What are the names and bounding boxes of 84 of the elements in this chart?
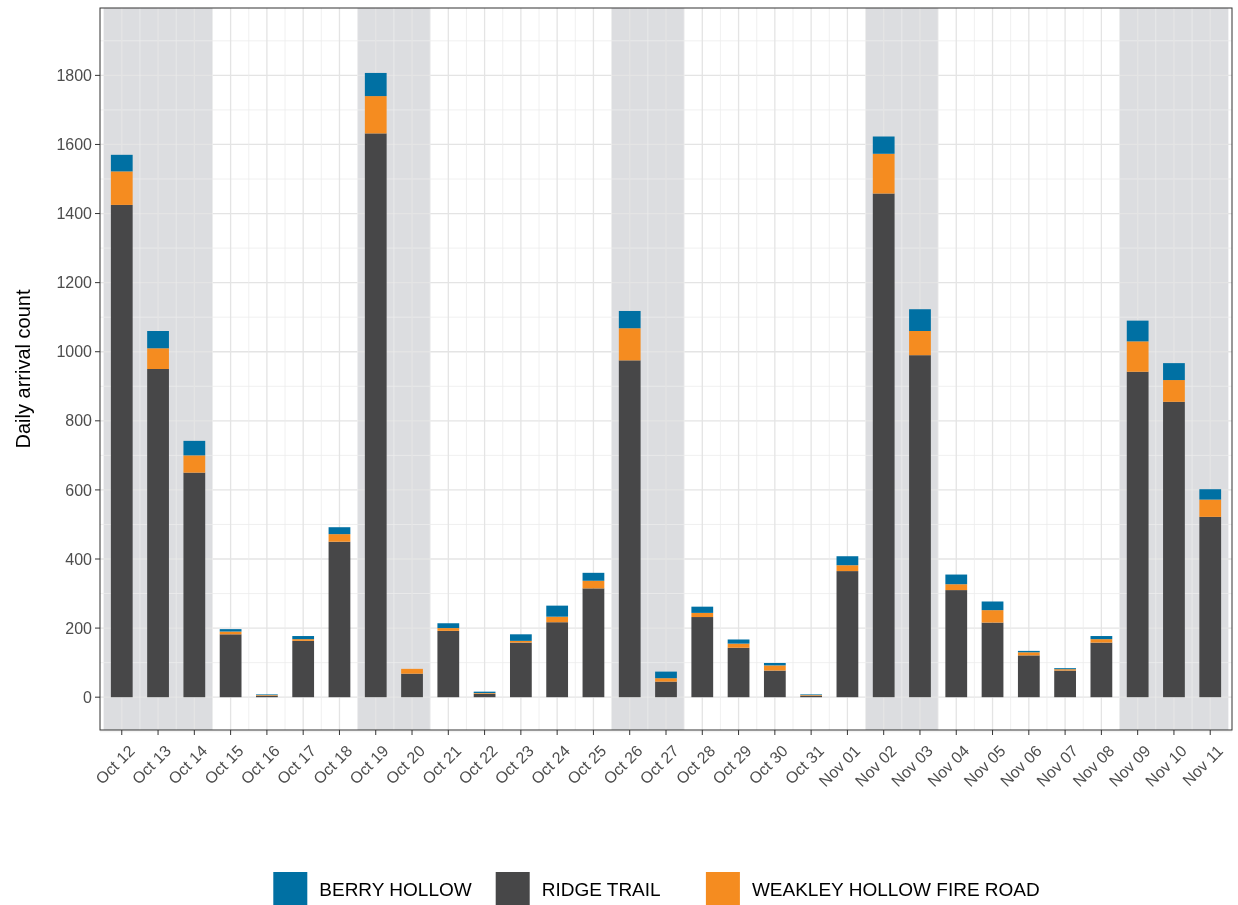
bar xyxy=(727,639,750,644)
bar xyxy=(183,455,206,473)
y-tick-label: 1000 xyxy=(56,343,93,361)
bar xyxy=(292,640,315,698)
bar xyxy=(110,204,133,698)
bar xyxy=(618,310,641,329)
bar xyxy=(1163,380,1185,402)
bar xyxy=(763,670,786,698)
bar xyxy=(981,622,1004,698)
bar xyxy=(328,541,351,698)
bar xyxy=(1199,489,1222,500)
bar xyxy=(437,630,460,698)
y-tick-label: 800 xyxy=(65,412,93,430)
bar xyxy=(147,348,169,369)
bar xyxy=(546,622,569,698)
bar xyxy=(364,133,387,698)
bar xyxy=(655,678,677,682)
bar xyxy=(836,571,859,698)
bar xyxy=(437,623,460,629)
bar xyxy=(727,647,750,698)
bar xyxy=(655,681,677,698)
bar xyxy=(1017,655,1040,698)
bar xyxy=(872,193,895,698)
bar xyxy=(437,628,460,631)
bar xyxy=(763,665,786,671)
y-axis-title: Daily arrival count xyxy=(12,289,34,449)
bar xyxy=(909,331,931,356)
bar xyxy=(1199,516,1222,698)
bar xyxy=(1126,371,1149,698)
bar xyxy=(364,96,387,134)
bar xyxy=(945,590,968,698)
y-tick-label: 0 xyxy=(83,688,93,706)
bar xyxy=(546,605,569,617)
bar xyxy=(691,617,714,698)
bar xyxy=(183,440,206,456)
bar xyxy=(219,634,242,698)
y-tick-label: 600 xyxy=(65,481,93,499)
y-tick-label: 1600 xyxy=(56,136,93,154)
bar xyxy=(401,668,423,674)
bar xyxy=(655,671,677,679)
bar xyxy=(110,154,133,172)
bar xyxy=(582,588,605,698)
bar xyxy=(147,369,169,698)
bar xyxy=(1163,363,1185,381)
bar xyxy=(364,72,387,97)
bar xyxy=(1126,341,1149,372)
bar xyxy=(328,527,351,535)
bar xyxy=(110,171,133,205)
bar xyxy=(981,601,1004,611)
y-tick-label: 1800 xyxy=(56,66,93,84)
bar xyxy=(872,153,895,194)
bar xyxy=(909,309,931,331)
bar xyxy=(183,472,206,698)
bar xyxy=(691,606,714,613)
bar xyxy=(1126,320,1149,342)
y-tick-label: 400 xyxy=(65,550,93,568)
bar xyxy=(509,642,532,698)
bar xyxy=(836,565,859,572)
bar xyxy=(945,574,968,585)
bar xyxy=(546,616,569,623)
bar xyxy=(909,355,931,698)
legend-label: WEAKLEY HOLLOW FIRE ROAD xyxy=(751,878,1040,900)
bar xyxy=(147,331,169,349)
bar xyxy=(509,634,532,641)
bar xyxy=(1199,499,1222,517)
bar xyxy=(872,136,895,154)
y-tick-label: 1200 xyxy=(56,274,93,292)
bar xyxy=(618,328,641,361)
bar xyxy=(618,360,641,698)
y-tick-label: 1400 xyxy=(56,205,93,223)
bar xyxy=(691,612,714,618)
bar xyxy=(981,610,1004,623)
bar xyxy=(582,572,605,581)
bar xyxy=(328,534,351,542)
legend-label: RIDGE TRAIL xyxy=(541,878,661,900)
y-tick-label: 200 xyxy=(65,619,93,637)
bar xyxy=(1090,642,1113,698)
bar xyxy=(727,643,750,648)
bar xyxy=(1054,670,1076,698)
legend-label: BERRY HOLLOW xyxy=(319,878,472,900)
bar xyxy=(836,556,859,566)
bar xyxy=(401,673,423,698)
bar xyxy=(945,584,968,591)
bar xyxy=(1163,401,1185,698)
